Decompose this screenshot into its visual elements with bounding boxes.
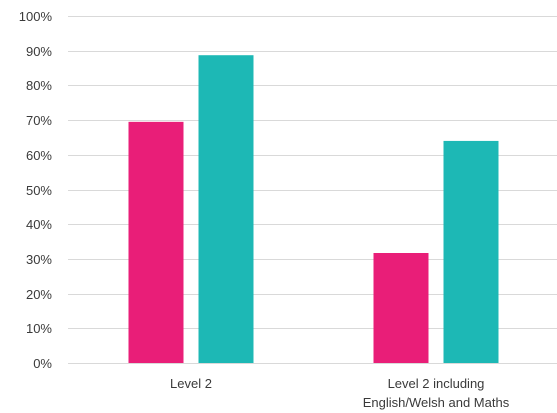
x-category-label: Level 2 (170, 376, 212, 391)
x-axis-category-labels: Level 2 Level 2 including English/Welsh an… (170, 376, 510, 410)
y-tick-label: 80% (26, 78, 52, 93)
y-tick-label: 0% (33, 356, 52, 371)
bar-series2-category1 (198, 55, 254, 363)
y-tick-label: 20% (26, 287, 52, 302)
y-tick-label: 70% (26, 113, 52, 128)
bar-series1-category2 (373, 253, 429, 363)
bars (128, 55, 499, 364)
y-tick-label: 90% (26, 44, 52, 59)
y-axis-tick-labels: 0% 10% 20% 30% 40% 50% 60% 70% 80% 90% 100% (19, 9, 53, 371)
y-tick-label: 100% (19, 9, 53, 24)
y-tick-label: 40% (26, 217, 52, 232)
bar-series1-category1 (128, 121, 184, 364)
y-tick-label: 10% (26, 321, 52, 336)
y-tick-label: 60% (26, 148, 52, 163)
y-tick-label: 50% (26, 183, 52, 198)
bar-series2-category2 (443, 140, 499, 363)
y-tick-label: 30% (26, 252, 52, 267)
x-category-label: Level 2 including English/Welsh and Maths (363, 376, 510, 410)
